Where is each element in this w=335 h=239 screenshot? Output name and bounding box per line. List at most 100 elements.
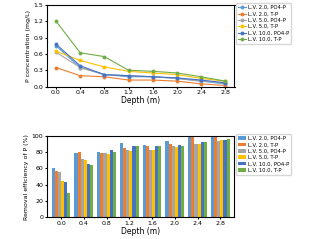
- Bar: [132, 146, 136, 217]
- Bar: [67, 193, 70, 217]
- L.V. 5.0, T-P: [54, 50, 58, 53]
- Bar: [123, 148, 126, 217]
- L.V. 2.0, PO4-P: [151, 75, 155, 78]
- Legend: L.V. 2.0, PO4-P, L.V. 2.0, T-P, L.V. 5.0, PO4-P, L.V. 5.0, T-P, L.V. 10.0, PO4-P: L.V. 2.0, PO4-P, L.V. 2.0, T-P, L.V. 5.0…: [237, 3, 291, 44]
- Bar: [178, 146, 181, 217]
- L.V. 2.0, PO4-P: [223, 82, 227, 85]
- Bar: [214, 137, 217, 217]
- L.V. 2.0, T-P: [223, 84, 227, 87]
- L.V. 5.0, T-P: [78, 59, 82, 62]
- L.V. 5.0, T-P: [151, 71, 155, 74]
- L.V. 5.0, PO4-P: [223, 81, 227, 84]
- Line: L.V. 10.0, PO4-P: L.V. 10.0, PO4-P: [55, 43, 227, 84]
- Line: L.V. 2.0, T-P: L.V. 2.0, T-P: [55, 66, 227, 87]
- Bar: [188, 137, 191, 217]
- Bar: [165, 141, 169, 217]
- L.V. 5.0, PO4-P: [54, 51, 58, 54]
- L.V. 5.0, PO4-P: [151, 75, 155, 78]
- L.V. 2.0, PO4-P: [199, 80, 203, 82]
- L.V. 10.0, PO4-P: [223, 81, 227, 84]
- L.V. 2.0, PO4-P: [127, 75, 131, 78]
- L.V. 2.0, PO4-P: [78, 66, 82, 69]
- L.V. 2.0, T-P: [103, 75, 107, 78]
- L.V. 10.0, PO4-P: [103, 73, 107, 76]
- Line: L.V. 5.0, T-P: L.V. 5.0, T-P: [55, 50, 227, 82]
- Bar: [136, 146, 139, 217]
- Bar: [97, 152, 100, 217]
- Bar: [220, 140, 223, 217]
- Bar: [226, 139, 230, 217]
- Bar: [181, 146, 184, 217]
- L.V. 5.0, PO4-P: [78, 66, 82, 69]
- L.V. 10.0, PO4-P: [151, 75, 155, 78]
- L.V. 2.0, PO4-P: [54, 44, 58, 47]
- Bar: [198, 144, 201, 217]
- L.V. 10.0, T-P: [78, 51, 82, 54]
- Bar: [52, 168, 55, 217]
- L.V. 10.0, PO4-P: [54, 43, 58, 45]
- Bar: [211, 136, 214, 217]
- L.V. 10.0, PO4-P: [199, 79, 203, 81]
- Bar: [104, 153, 107, 217]
- Bar: [90, 165, 93, 217]
- Bar: [113, 152, 116, 217]
- Line: L.V. 5.0, PO4-P: L.V. 5.0, PO4-P: [55, 51, 227, 84]
- L.V. 2.0, T-P: [151, 79, 155, 81]
- Bar: [78, 152, 81, 217]
- L.V. 10.0, T-P: [103, 55, 107, 58]
- L.V. 10.0, PO4-P: [175, 76, 179, 79]
- L.V. 10.0, T-P: [54, 20, 58, 22]
- Bar: [129, 151, 132, 217]
- L.V. 5.0, PO4-P: [175, 77, 179, 80]
- L.V. 5.0, T-P: [199, 77, 203, 80]
- L.V. 10.0, T-P: [199, 75, 203, 78]
- Bar: [100, 153, 104, 217]
- Bar: [84, 160, 87, 217]
- Bar: [110, 150, 113, 217]
- Bar: [58, 173, 61, 217]
- Bar: [191, 137, 194, 217]
- Bar: [217, 141, 220, 217]
- L.V. 2.0, T-P: [54, 66, 58, 69]
- L.V. 10.0, T-P: [175, 71, 179, 74]
- Bar: [81, 159, 84, 217]
- L.V. 2.0, T-P: [78, 74, 82, 77]
- L.V. 5.0, T-P: [103, 65, 107, 68]
- Bar: [172, 146, 175, 217]
- Bar: [152, 150, 155, 217]
- L.V. 2.0, T-P: [175, 80, 179, 82]
- Line: L.V. 2.0, PO4-P: L.V. 2.0, PO4-P: [55, 44, 227, 85]
- Bar: [158, 146, 161, 217]
- Bar: [64, 182, 67, 217]
- Bar: [74, 153, 78, 217]
- L.V. 5.0, PO4-P: [127, 74, 131, 77]
- Bar: [169, 144, 172, 217]
- Bar: [107, 154, 110, 217]
- L.V. 10.0, T-P: [127, 69, 131, 72]
- L.V. 2.0, T-P: [199, 82, 203, 85]
- L.V. 5.0, PO4-P: [199, 80, 203, 82]
- L.V. 2.0, PO4-P: [103, 73, 107, 76]
- Bar: [61, 181, 64, 217]
- L.V. 5.0, PO4-P: [103, 73, 107, 76]
- L.V. 2.0, PO4-P: [175, 77, 179, 80]
- Bar: [175, 147, 178, 217]
- Bar: [155, 146, 158, 217]
- X-axis label: Depth (m): Depth (m): [121, 227, 160, 236]
- Line: L.V. 10.0, T-P: L.V. 10.0, T-P: [55, 20, 227, 82]
- Bar: [120, 143, 123, 217]
- L.V. 5.0, T-P: [223, 80, 227, 82]
- Bar: [149, 150, 152, 217]
- Bar: [143, 146, 146, 217]
- Bar: [201, 142, 204, 217]
- Y-axis label: Removal efficiency of P (%): Removal efficiency of P (%): [24, 134, 29, 220]
- Bar: [146, 146, 149, 217]
- L.V. 2.0, T-P: [127, 79, 131, 81]
- Bar: [87, 164, 90, 217]
- L.V. 5.0, T-P: [127, 70, 131, 73]
- L.V. 10.0, T-P: [223, 80, 227, 82]
- Legend: L.V. 2.0, PO4-P, L.V. 2.0, T-P, L.V. 5.0, PO4-P, L.V. 5.0, T-P, L.V. 10.0, PO4-P: L.V. 2.0, PO4-P, L.V. 2.0, T-P, L.V. 5.0…: [237, 134, 291, 175]
- L.V. 10.0, PO4-P: [127, 74, 131, 77]
- Bar: [194, 144, 198, 217]
- Bar: [204, 142, 207, 217]
